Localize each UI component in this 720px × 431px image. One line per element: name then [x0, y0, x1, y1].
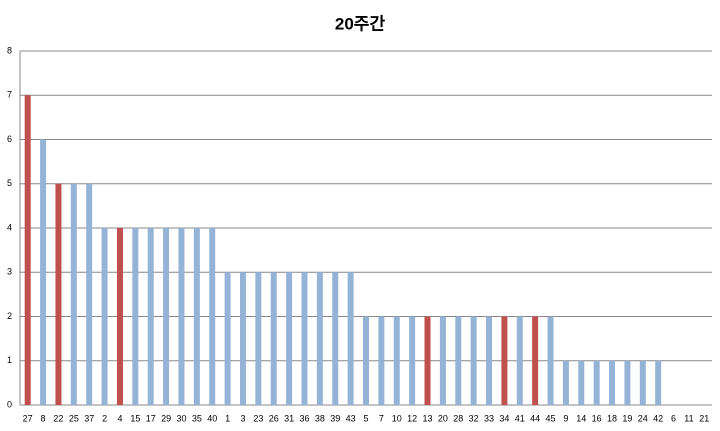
- bar: [455, 316, 462, 405]
- bar: [439, 316, 446, 405]
- x-tick-label: 34: [499, 413, 509, 423]
- x-tick-label: 38: [315, 413, 325, 423]
- bar: [347, 272, 354, 405]
- x-tick-label: 30: [176, 413, 186, 423]
- y-tick-label: 2: [7, 311, 12, 321]
- x-tick-label: 33: [484, 413, 494, 423]
- x-tick-label: 25: [69, 413, 79, 423]
- bar: [270, 272, 277, 405]
- bar: [255, 272, 262, 405]
- bar: [578, 360, 585, 405]
- x-tick-label: 7: [379, 413, 384, 423]
- x-tick-label: 18: [607, 413, 617, 423]
- x-tick-label: 17: [146, 413, 156, 423]
- bar: [639, 360, 646, 405]
- bar: [178, 228, 185, 405]
- x-tick-label: 40: [207, 413, 217, 423]
- x-tick-label: 10: [392, 413, 402, 423]
- x-tick-label: 39: [330, 413, 340, 423]
- bar: [163, 228, 170, 405]
- y-tick-label: 6: [7, 134, 12, 144]
- x-tick-label: 13: [423, 413, 433, 423]
- y-tick-label: 5: [7, 178, 12, 188]
- x-tick-label: 44: [530, 413, 540, 423]
- bar: [55, 183, 62, 405]
- bar: [239, 272, 246, 405]
- x-tick-label: 4: [117, 413, 122, 423]
- x-tick-label: 28: [453, 413, 463, 423]
- x-tick-label: 2: [102, 413, 107, 423]
- x-tick-label: 42: [653, 413, 663, 423]
- x-tick-label: 12: [407, 413, 417, 423]
- y-tick-label: 0: [7, 399, 12, 409]
- bar: [532, 316, 539, 405]
- x-tick-label: 21: [699, 413, 709, 423]
- bar: [132, 228, 139, 405]
- x-tick-label: 24: [638, 413, 648, 423]
- bar: [86, 183, 93, 405]
- bar: [363, 316, 369, 405]
- bar: [409, 316, 416, 405]
- x-tick-label: 6: [671, 413, 676, 423]
- y-tick-label: 3: [7, 267, 12, 277]
- x-tick-label: 37: [84, 413, 94, 423]
- bar: [655, 360, 662, 405]
- x-tick-label: 5: [363, 413, 368, 423]
- bar: [470, 316, 477, 405]
- x-tick-label: 16: [592, 413, 602, 423]
- chart-title: 20주간: [335, 14, 386, 33]
- bar: [24, 95, 31, 405]
- x-tick-label: 8: [41, 413, 46, 423]
- x-tick-label: 15: [130, 413, 140, 423]
- x-tick-label: 31: [284, 413, 294, 423]
- x-tick-label: 32: [469, 413, 479, 423]
- bar: [424, 316, 431, 405]
- bar: [301, 272, 308, 405]
- bar: [209, 228, 216, 405]
- bar: [193, 228, 200, 405]
- bar: [147, 228, 154, 405]
- bar: [547, 316, 554, 405]
- x-tick-label: 20: [438, 413, 448, 423]
- x-tick-label: 14: [576, 413, 586, 423]
- bar: [501, 316, 508, 405]
- x-tick-label: 41: [515, 413, 525, 423]
- bar: [101, 228, 108, 405]
- x-tick-label: 36: [299, 413, 309, 423]
- bar: [624, 360, 631, 405]
- bar: [393, 316, 400, 405]
- bar: [378, 316, 385, 405]
- x-tick-label: 9: [563, 413, 568, 423]
- x-tick-label: 35: [192, 413, 202, 423]
- bar: [224, 272, 231, 405]
- bar: [316, 272, 323, 405]
- x-tick-label: 26: [269, 413, 279, 423]
- bar: [40, 139, 47, 405]
- bar: [486, 316, 493, 405]
- bar: [593, 360, 600, 405]
- bar: [70, 183, 77, 405]
- bar: [516, 316, 523, 405]
- x-tick-label: 27: [23, 413, 33, 423]
- x-tick-label: 22: [53, 413, 63, 423]
- bar: [286, 272, 293, 405]
- x-tick-label: 1: [225, 413, 230, 423]
- bar: [562, 360, 569, 405]
- y-tick-label: 7: [7, 90, 12, 100]
- x-tick-label: 11: [684, 413, 693, 423]
- x-tick-label: 29: [161, 413, 171, 423]
- bar: [609, 360, 616, 405]
- x-tick-label: 3: [240, 413, 245, 423]
- y-tick-label: 8: [7, 45, 12, 55]
- y-tick-label: 4: [7, 222, 12, 232]
- y-tick-label: 1: [7, 355, 12, 365]
- x-tick-label: 45: [546, 413, 556, 423]
- x-tick-label: 19: [622, 413, 632, 423]
- bar: [332, 272, 339, 405]
- x-tick-label: 23: [253, 413, 263, 423]
- bar: [116, 228, 123, 405]
- x-tick-label: 43: [346, 413, 356, 423]
